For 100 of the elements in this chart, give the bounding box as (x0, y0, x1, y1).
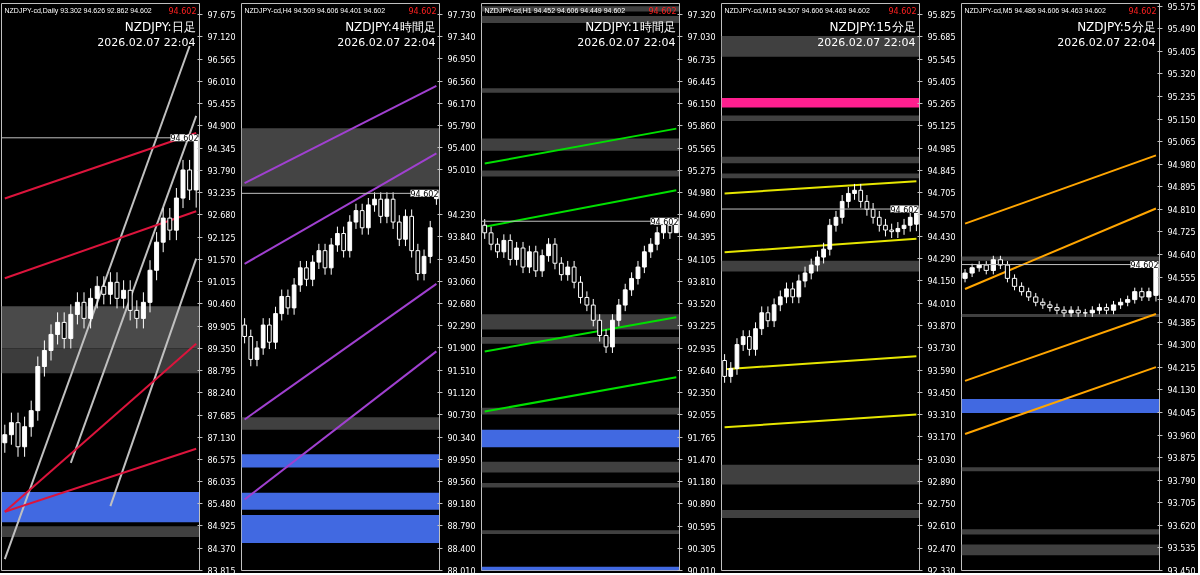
y-tick-label: 93.310 (927, 411, 956, 421)
text: 2026.02.07 22:04 (1057, 35, 1156, 49)
y-tick-label: 94.570 (927, 210, 956, 220)
y-tick-label: 87.685 (207, 411, 236, 421)
y-tick-label: 93.810 (687, 277, 716, 287)
y-tick-label: 96.010 (207, 77, 236, 87)
y-tick-label: 94.705 (927, 189, 956, 199)
y-tick-label: 93.170 (927, 433, 956, 443)
y-tick-label: 86.575 (207, 456, 236, 466)
y-tick-label: 93.225 (687, 322, 716, 332)
y-tick-label: 94.725 (1167, 228, 1196, 238)
y-tick-label: 93.590 (927, 366, 956, 376)
y-tick-label: 90.730 (447, 411, 476, 421)
y-tick-label: 87.130 (207, 434, 236, 444)
annotation: 94.602 (408, 6, 437, 16)
y-tick-label: 95.825 (927, 10, 956, 20)
y-tick-label: 94.640 (1167, 250, 1196, 260)
y-tick-label: 95.490 (1167, 25, 1196, 35)
y-tick-label: 88.795 (207, 367, 236, 377)
y-tick-label: 84.925 (207, 522, 236, 532)
y-tick-label: 90.340 (447, 433, 476, 443)
y-tick-label: 94.985 (927, 144, 956, 154)
y-tick-label: 93.535 (1167, 544, 1196, 554)
y-tick-label: 93.235 (207, 189, 236, 199)
y-tick-label: 94.150 (927, 277, 956, 287)
y-tick-label: 88.400 (447, 544, 476, 554)
ref-line-label: 94.602 (1130, 261, 1159, 271)
y-tick-label: 94.105 (687, 255, 716, 265)
text: 2026.02.07 22:04 (97, 35, 196, 49)
y-tick-label: 89.950 (447, 456, 476, 465)
y-tick-label: 90.305 (687, 544, 716, 554)
y-tick-label: 88.240 (207, 389, 236, 399)
y-tick-label: 91.120 (447, 389, 476, 399)
y-tick-label: 95.150 (1167, 115, 1196, 125)
y-tick-label: 95.235 (1167, 92, 1196, 102)
y-tick-label: 90.460 (207, 300, 236, 310)
y-tick-label: 94.345 (207, 144, 236, 154)
y-tick-label: 97.030 (687, 33, 716, 43)
y-tick-label: 97.675 (207, 11, 236, 21)
text: 2026.02.07 22:04 (817, 35, 916, 49)
y-tick-label: 89.180 (447, 500, 476, 510)
y-tick-label: 95.575 (1167, 2, 1196, 12)
y-tick-label: 93.840 (447, 233, 476, 243)
y-tick-label: 92.680 (207, 211, 236, 221)
y-tick-label: 85.480 (207, 500, 236, 510)
y-tick-label: 93.030 (927, 455, 956, 465)
y-tick-label: 95.400 (447, 144, 476, 154)
y-tick-label: 93.705 (1167, 499, 1196, 509)
y-tick-label: 94.385 (1167, 318, 1196, 328)
y-tick-label: 90.890 (687, 500, 716, 510)
y-tick-label: 97.730 (447, 10, 476, 20)
y-tick-label: 89.350 (207, 344, 236, 354)
y-tick-label: 94.980 (1167, 160, 1196, 170)
y-tick-label: 94.895 (1167, 183, 1196, 193)
y-tick-label: 92.680 (447, 299, 476, 309)
y-tick-label: 94.810 (1167, 205, 1196, 215)
y-tick-label: 94.300 (1167, 341, 1196, 351)
y-tick-label: 90.595 (687, 522, 716, 532)
y-tick-label: 91.510 (447, 366, 476, 376)
annotation: 94.602 (168, 6, 197, 16)
y-tick-label: 95.405 (927, 77, 956, 87)
ref-line-label: 94.602 (410, 189, 439, 199)
y-tick-label: 94.290 (927, 255, 956, 265)
y-tick-label: 95.565 (687, 144, 716, 154)
y-tick-label: 92.935 (687, 344, 716, 354)
y-tick-label: 91.470 (687, 455, 716, 465)
y-tick-label: 91.765 (687, 433, 716, 443)
y-tick-label: 93.960 (1167, 431, 1196, 441)
y-tick-label: 95.265 (927, 100, 956, 110)
y-tick-label: 93.790 (207, 166, 236, 176)
y-tick-label: 89.560 (447, 478, 476, 488)
annotation: 94.602 (648, 6, 677, 16)
y-tick-label: 86.035 (207, 477, 236, 487)
y-tick-label: 94.690 (687, 211, 716, 221)
y-tick-label: 91.015 (207, 278, 236, 288)
y-tick-label: 92.125 (207, 233, 236, 243)
y-tick-label: 93.520 (687, 300, 716, 310)
y-tick-label: 95.455 (207, 100, 236, 110)
y-tick-label: 84.370 (207, 544, 236, 554)
y-tick-label: 88.010 (447, 566, 476, 575)
y-tick-label: 93.060 (447, 278, 476, 288)
y-tick-label: 94.980 (687, 189, 716, 198)
y-tick-label: 91.900 (447, 344, 476, 354)
y-tick-label: 96.150 (687, 100, 716, 110)
y-tick-label: 91.180 (687, 478, 716, 488)
y-tick-label: 96.735 (687, 55, 716, 65)
ref-line-label: 94.602 (170, 134, 199, 144)
y-tick-label: 95.275 (687, 166, 716, 176)
ref-line-label: 94.602 (650, 217, 679, 227)
y-tick-label: 93.870 (927, 322, 956, 331)
annotation: 94.602 (888, 6, 917, 16)
y-tick-label: 92.640 (687, 366, 716, 376)
y-tick-label: 93.450 (927, 388, 956, 398)
y-tick-label: 95.860 (687, 122, 716, 132)
y-tick-label: 94.010 (927, 299, 956, 309)
y-tick-label: 93.450 (447, 255, 476, 265)
y-tick-label: 96.950 (447, 55, 476, 65)
y-tick-label: 95.790 (447, 121, 476, 131)
y-tick-label: 93.730 (927, 344, 956, 354)
y-tick-label: 95.125 (927, 122, 956, 132)
